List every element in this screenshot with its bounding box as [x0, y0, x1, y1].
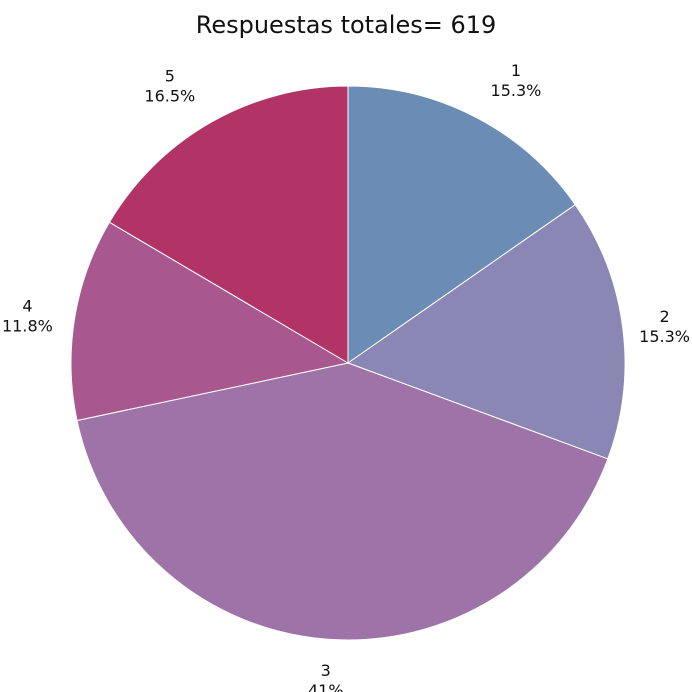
slice-label-4: 411.8%	[2, 296, 53, 335]
pie-slice-3	[76, 362, 609, 641]
pie-slice-4	[70, 221, 350, 422]
slice-label-2: 215.3%	[639, 307, 690, 346]
slice-label-1: 115.3%	[491, 61, 542, 100]
slice-value-label-5: 16.5%	[144, 87, 195, 106]
pie-slice-2	[346, 203, 626, 460]
pie-slice-1	[347, 85, 576, 364]
slice-name-label-2: 2	[659, 307, 669, 326]
chart-title: Respuestas totales= 619	[196, 11, 497, 39]
slice-name-label-3: 3	[321, 661, 331, 680]
slice-value-label-3: 41%	[308, 681, 344, 692]
slice-name-label-5: 5	[165, 67, 175, 86]
slice-name-label-4: 4	[22, 296, 32, 315]
slice-label-3: 341%	[308, 661, 344, 692]
slice-value-label-1: 15.3%	[491, 81, 542, 100]
slice-value-label-4: 11.8%	[2, 316, 53, 335]
slice-label-5: 516.5%	[144, 67, 195, 106]
slice-name-label-1: 1	[511, 61, 521, 80]
pie-slice-5	[108, 85, 349, 364]
slice-value-label-2: 15.3%	[639, 327, 690, 346]
